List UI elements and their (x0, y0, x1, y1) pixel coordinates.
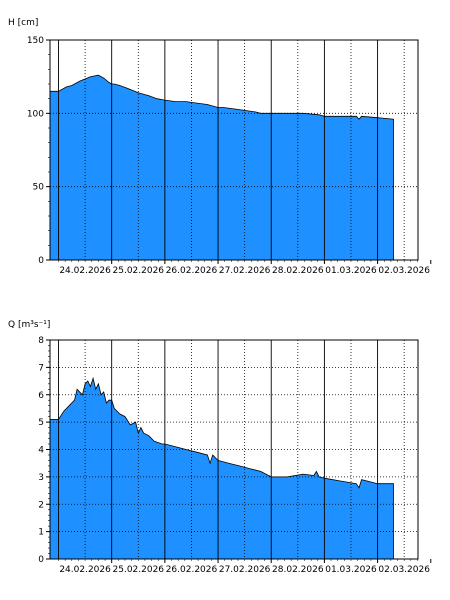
x-tick-label-1-2: 26.02.2026 (166, 565, 218, 575)
y-tick-label-0-1: 50 (33, 183, 45, 193)
y-tick-label-1-0: 0 (38, 555, 44, 565)
y-tick-label-1-6: 6 (38, 391, 44, 401)
area-series-1 (49, 376, 394, 560)
y-tick-label-0-0: 0 (38, 256, 44, 266)
x-tick-label-0-0: 24.02.2026 (59, 266, 111, 276)
y-tick-label-1-7: 7 (38, 363, 44, 373)
x-tick-label-0-4: 28.02.2026 (272, 266, 324, 276)
x-tick-label-0-3: 27.02.2026 (219, 266, 271, 276)
y-tick-label-1-8: 8 (38, 336, 44, 346)
y-tick-label-1-5: 5 (38, 418, 44, 428)
x-tick-label-1-3: 27.02.2026 (219, 565, 271, 575)
y-tick-label-0-3: 150 (27, 36, 44, 46)
y-tick-label-1-3: 3 (38, 473, 44, 483)
x-tick-label-1-5: 01.03.2026 (325, 565, 377, 575)
y-tick-label-0-2: 100 (27, 109, 44, 119)
plot-frame-0 (49, 39, 419, 261)
y-tick-label-1-4: 4 (38, 446, 44, 456)
x-tick-label-0-1: 25.02.2026 (113, 266, 165, 276)
area-series-0 (49, 74, 394, 261)
x-tick-label-0-6: 02.03.2026 (378, 266, 430, 276)
x-tick-label-0-2: 26.02.2026 (166, 266, 218, 276)
x-tick-label-1-1: 25.02.2026 (113, 565, 165, 575)
x-tick-label-1-4: 28.02.2026 (272, 565, 324, 575)
x-tick-label-1-6: 02.03.2026 (378, 565, 430, 575)
x-tick-label-0-5: 01.03.2026 (325, 266, 377, 276)
top-chart-ylabel: H [cm] (8, 18, 39, 28)
y-tick-label-1-2: 2 (38, 500, 44, 510)
bottom-chart-ylabel: Q [m³s⁻¹] (8, 320, 51, 330)
x-tick-label-1-0: 24.02.2026 (59, 565, 111, 575)
y-tick-label-1-1: 1 (38, 528, 44, 538)
plot-frame-1 (49, 339, 419, 560)
